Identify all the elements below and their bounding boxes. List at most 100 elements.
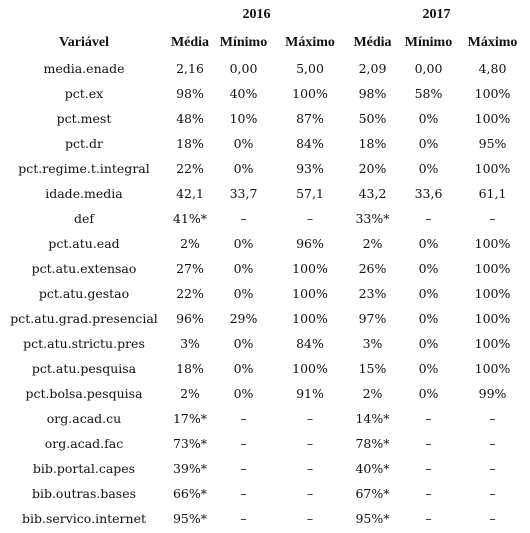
cell-value: – [425, 511, 432, 526]
cell-value: 0% [233, 161, 254, 176]
variable-name: pct.ex [64, 86, 104, 101]
cell-value: 84% [296, 136, 324, 151]
data-row: pct.mest 48% 10% 87% 50% 0% 100% [0, 106, 528, 131]
variable-name: org.acad.cu [46, 411, 122, 426]
variable-name: bib.outras.bases [31, 486, 137, 501]
cell-value: – [425, 211, 432, 226]
cell-value: – [306, 411, 314, 426]
cell-value: – [425, 461, 432, 476]
cell-value: 100% [292, 286, 328, 301]
year-header: 2017 [422, 7, 451, 22]
cell-value: – [240, 411, 247, 426]
column-header: Variável [58, 35, 110, 50]
data-row: bib.portal.capes 39%* – – 40%* – – [0, 456, 528, 481]
cell-value: 78%* [355, 436, 390, 451]
cell-value: 100% [474, 311, 511, 326]
variable-name: pct.mest [56, 111, 112, 126]
cell-value: 18% [176, 361, 204, 376]
cell-value: 84% [296, 336, 324, 351]
year-header-row: 2016 2017 [0, 0, 528, 30]
cell-value: – [425, 486, 432, 501]
cell-value: 0% [418, 386, 439, 401]
cell-value: 100% [292, 361, 328, 376]
column-header: Máximo [285, 35, 335, 50]
cell-value: 10% [229, 111, 258, 126]
cell-value: 41%* [172, 211, 208, 226]
cell-value: 0% [418, 161, 439, 176]
cell-value: 100% [292, 86, 328, 101]
data-row: idade.media 42,1 33,7 57,1 43,2 33,6 61,1 [0, 181, 528, 206]
cell-value: 0% [233, 286, 254, 301]
cell-value: – [489, 411, 496, 426]
cell-value: 2% [362, 386, 383, 401]
data-row: pct.regime.t.integral 22% 0% 93% 20% 0% 100% [0, 156, 528, 181]
variable-name: org.acad.fac [44, 436, 124, 451]
cell-value: 61,1 [478, 186, 507, 201]
cell-value: 0,00 [229, 61, 258, 76]
cell-value: 99% [478, 386, 507, 401]
cell-value: 0% [418, 286, 439, 301]
variable-name: pct.atu.grad.presencial [10, 311, 158, 326]
cell-value: – [306, 511, 314, 526]
data-row: pct.atu.extensao 27% 0% 100% 26% 0% 100% [0, 256, 528, 281]
cell-value: – [489, 211, 496, 226]
cell-value: 100% [474, 86, 511, 101]
variable-name: pct.atu.ead [48, 236, 120, 251]
cell-value: 0% [233, 261, 254, 276]
data-row: bib.outras.bases 66%* – – 67%* – – [0, 481, 528, 506]
cell-value: 29% [229, 311, 258, 326]
cell-value: 0% [418, 261, 439, 276]
cell-value: 0% [233, 136, 254, 151]
cell-value: 87% [296, 111, 324, 126]
cell-value: 95%* [355, 511, 390, 526]
cell-value: – [425, 411, 432, 426]
cell-value: 22% [176, 286, 204, 301]
cell-value: – [240, 461, 247, 476]
cell-value: 100% [474, 286, 511, 301]
cell-value: – [240, 211, 247, 226]
cell-value: 20% [358, 161, 387, 176]
cell-value: 66%* [172, 486, 208, 501]
cell-value: 2,16 [176, 61, 204, 76]
cell-value: – [489, 511, 496, 526]
cell-value: 33,7 [229, 186, 258, 201]
cell-value: 39%* [172, 461, 208, 476]
cell-value: 100% [292, 261, 328, 276]
cell-value: 0% [233, 336, 254, 351]
variable-name: pct.atu.strictu.pres [23, 336, 145, 351]
cell-value: 40% [229, 86, 258, 101]
cell-value: 23% [358, 286, 387, 301]
cell-value: 98% [176, 86, 204, 101]
data-row: pct.ex 98% 40% 100% 98% 58% 100% [0, 81, 528, 106]
cell-value: 3% [362, 336, 383, 351]
cell-value: 22% [176, 161, 204, 176]
cell-value: – [489, 436, 496, 451]
cell-value: – [306, 211, 314, 226]
variable-name: def [73, 211, 95, 226]
cell-value: – [489, 486, 496, 501]
column-header: Média [170, 35, 210, 50]
cell-value: 40%* [355, 461, 390, 476]
cell-value: – [240, 436, 247, 451]
column-header: Mínimo [404, 35, 453, 50]
cell-value: 0% [418, 236, 439, 251]
cell-value: 0% [233, 361, 254, 376]
cell-value: 18% [176, 136, 204, 151]
cell-value: 95% [478, 136, 507, 151]
cell-value: 97% [358, 311, 387, 326]
cell-value: – [306, 461, 314, 476]
cell-value: 100% [474, 361, 511, 376]
cell-value: 0% [233, 386, 254, 401]
cell-value: 42,1 [176, 186, 204, 201]
data-row: def 41%* – – 33%* – – [0, 206, 528, 231]
cell-value: 100% [292, 311, 328, 326]
cell-value: 96% [296, 236, 324, 251]
cell-value: 100% [474, 236, 511, 251]
cell-value: 98% [358, 86, 387, 101]
cell-value: 5,00 [296, 61, 324, 76]
empty-header [0, 0, 168, 30]
cell-value: 100% [474, 336, 511, 351]
